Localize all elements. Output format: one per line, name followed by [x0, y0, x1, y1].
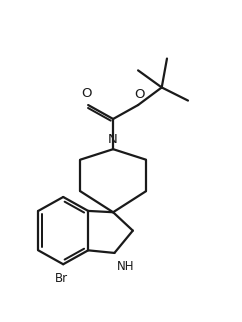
Text: N: N	[108, 133, 118, 146]
Text: NH: NH	[117, 260, 135, 272]
Text: O: O	[134, 88, 145, 101]
Text: O: O	[81, 87, 91, 100]
Text: Br: Br	[55, 271, 68, 285]
